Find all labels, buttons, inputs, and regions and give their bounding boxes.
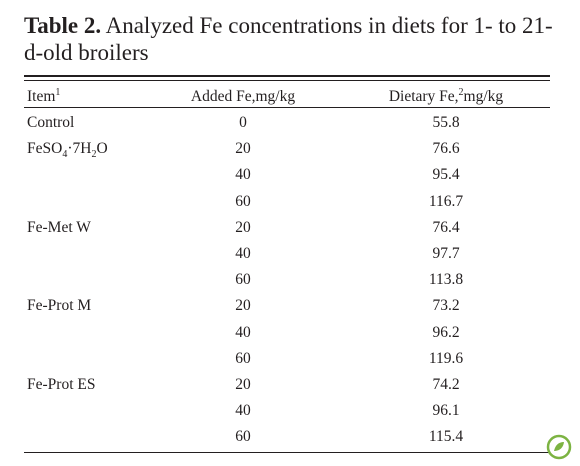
added-fe: 60 [235, 349, 251, 367]
item-text: Fe-Prot M [27, 297, 92, 315]
table-cell: 97.7 [432, 245, 459, 263]
dietary-fe: 96.1 [432, 402, 460, 420]
header-cell: Dietary Fe,2mg/kg [388, 86, 504, 106]
dietary-fe: 115.4 [428, 428, 464, 446]
header-cell: Added Fe,mg/kg [191, 88, 295, 106]
table-cell: 115.4 [429, 428, 463, 446]
dietary-fe: 113.8 [428, 271, 464, 289]
table-cell: 73.2 [432, 297, 459, 315]
dietary-fe: 95.4 [432, 166, 460, 184]
footnote-mark: 2 [458, 86, 464, 98]
dietary-fe: 76.4 [432, 218, 460, 236]
item-text: ·7H [67, 140, 92, 158]
header-unit: mg/kg [463, 88, 504, 105]
item-text: O [96, 140, 108, 158]
table-cell: 113.8 [429, 271, 463, 289]
top-rule [24, 75, 550, 77]
table-cell: 40 [235, 402, 251, 420]
table-cell: 116.7 [429, 193, 463, 211]
table-cell: 74.2 [432, 376, 459, 394]
dietary-fe: 55.8 [432, 114, 460, 131]
added-fe: 60 [235, 192, 251, 210]
item-cell: Fe-Met W [27, 219, 91, 237]
added-fe: 60 [235, 271, 251, 289]
added-fe: 20 [235, 376, 251, 393]
table-cell: 20 [235, 376, 251, 394]
table-cell: 20 [235, 297, 251, 315]
table-cell: 40 [235, 166, 251, 184]
table-cell: 20 [235, 219, 251, 237]
top-rule [24, 80, 550, 81]
dietary-fe: 76.6 [432, 140, 460, 158]
table-cell: 0 [239, 114, 247, 132]
item-cell: Control [27, 114, 74, 132]
subscript: 2 [91, 149, 97, 161]
dietary-fe: 116.7 [428, 192, 464, 210]
bottom-rule [24, 452, 550, 453]
added-fe: 60 [235, 428, 251, 446]
table-caption: Table 2. Analyzed Fe concentrations in d… [24, 12, 564, 66]
added-fe: 40 [235, 166, 251, 184]
dietary-fe: 97.7 [432, 245, 460, 262]
table-cell: 55.8 [432, 114, 459, 132]
item-cell: Fe-Prot M [27, 297, 91, 315]
added-fe: 20 [235, 218, 251, 236]
table-cell: 76.4 [432, 219, 459, 237]
item-cell: FeSO4·7H2O [27, 140, 108, 161]
table-cell: 60 [235, 193, 251, 211]
item-text: FeSO [27, 140, 63, 158]
table-cell: 95.4 [432, 166, 459, 184]
dietary-fe: 119.6 [428, 349, 464, 367]
subscript: 4 [62, 149, 68, 161]
dietary-fe: 73.2 [432, 297, 460, 315]
item-cell: Fe-Prot ES [27, 376, 95, 394]
item-text: Fe-Met W [27, 218, 91, 236]
added-fe: 0 [239, 114, 247, 131]
added-fe: 40 [235, 323, 251, 341]
caption-text: Analyzed Fe concentrations in diets for … [24, 13, 553, 65]
table-cell: 40 [235, 245, 251, 263]
table-cell: 20 [235, 140, 251, 158]
item-text: Control [27, 114, 75, 131]
logo-icon [546, 434, 572, 460]
added-fe: 20 [235, 297, 251, 315]
header-rule [24, 107, 550, 108]
dietary-fe: 74.2 [432, 376, 460, 393]
table-cell: 96.2 [432, 324, 459, 342]
caption-label: Table 2. [24, 13, 102, 38]
item-text: Fe-Prot ES [27, 376, 96, 393]
added-fe: 20 [235, 140, 251, 158]
dietary-fe: 96.2 [432, 323, 460, 341]
table-cell: 119.6 [429, 350, 463, 368]
table-cell: 60 [235, 350, 251, 368]
header-text: Dietary Fe, [388, 88, 459, 105]
added-fe: 40 [235, 402, 251, 420]
table-cell: 60 [235, 428, 251, 446]
header-text: Added Fe,mg/kg [190, 88, 296, 105]
table-cell: 76.6 [432, 140, 459, 158]
header-cell: Item1 [27, 86, 61, 106]
table-cell: 96.1 [432, 402, 459, 420]
added-fe: 40 [235, 245, 251, 262]
footnote-mark: 1 [55, 86, 61, 98]
table-cell: 40 [235, 324, 251, 342]
header-text: Item [27, 88, 56, 105]
table-cell: 60 [235, 271, 251, 289]
